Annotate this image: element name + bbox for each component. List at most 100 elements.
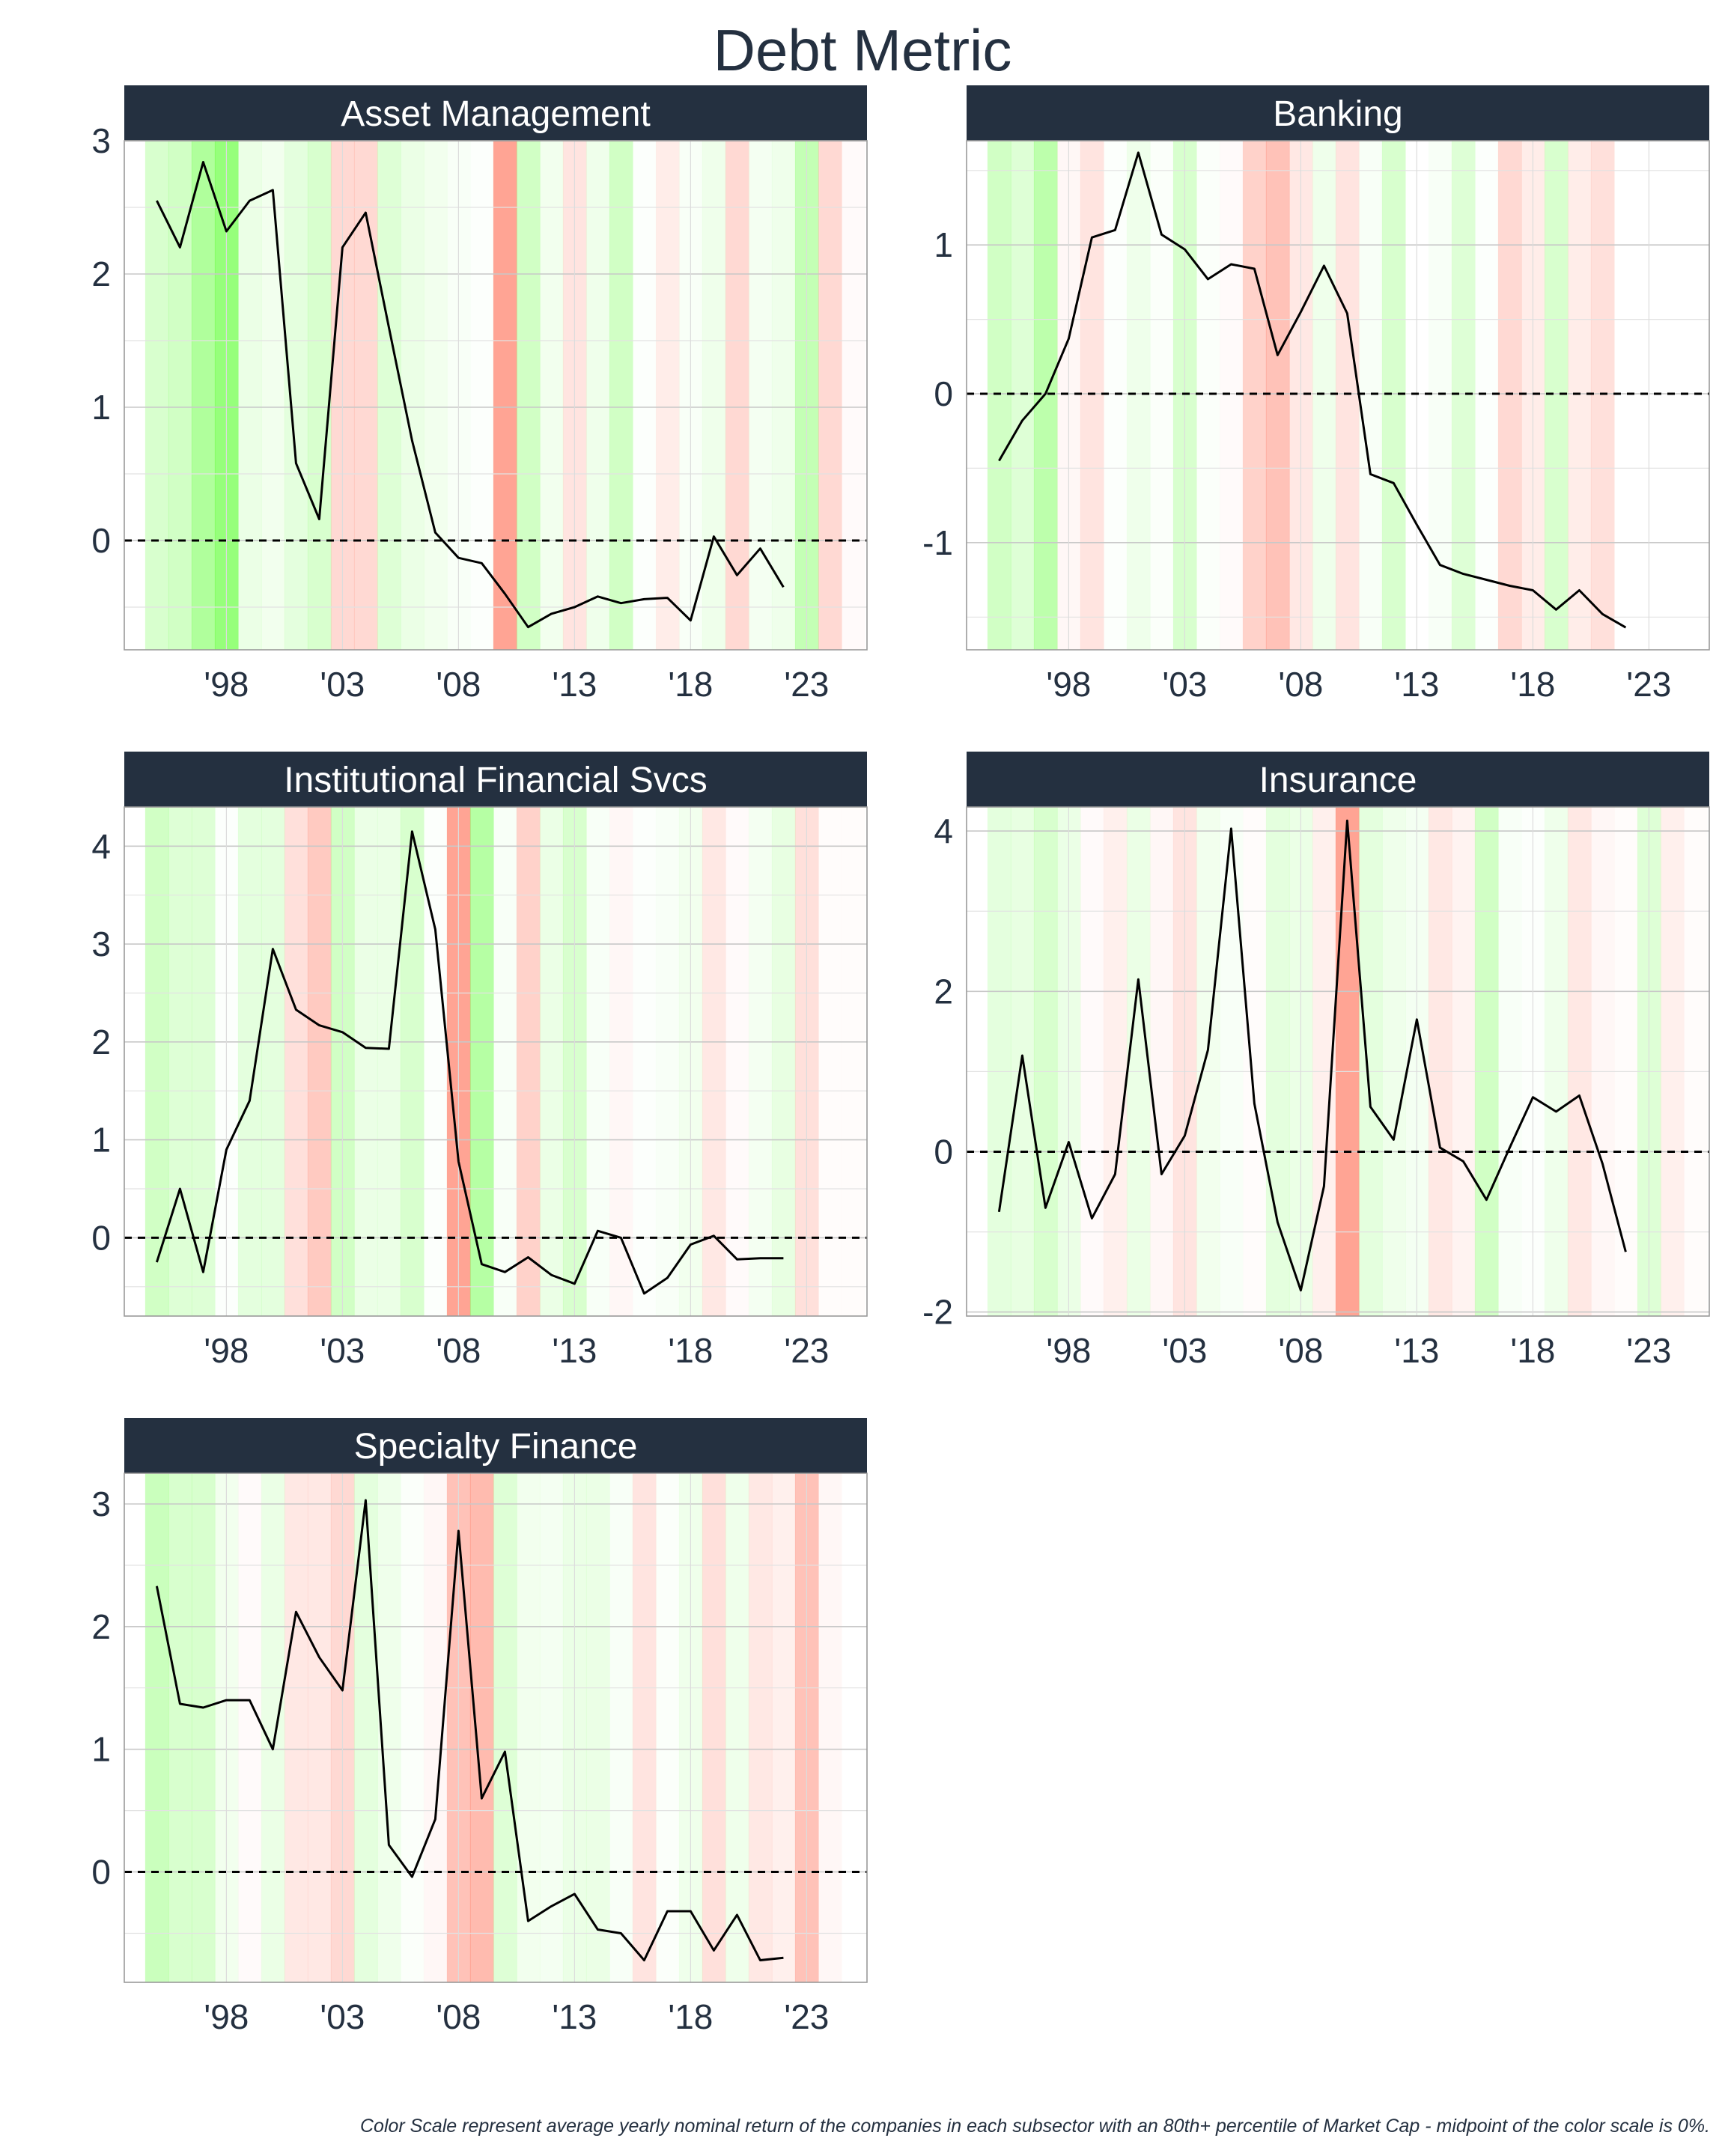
x-tick-label: '18 (1510, 1331, 1555, 1370)
x-tick-label: '98 (1046, 1331, 1091, 1370)
return-band (1220, 807, 1244, 1316)
panel-header (967, 85, 1709, 141)
x-tick-label: '98 (1046, 665, 1091, 704)
x-tick-label: '08 (436, 1997, 481, 2036)
y-tick-label: 3 (91, 121, 111, 160)
x-tick-label: '18 (668, 665, 713, 704)
panel-1: Asset Management 0 1 2 3 '98 '03 '08 '13 '18 '23 (91, 85, 868, 704)
y-tick-label: 2 (91, 255, 111, 293)
x-tick-label: '23 (784, 665, 829, 704)
return-band (818, 807, 842, 1316)
return-band (1451, 141, 1476, 650)
return-band (1033, 141, 1058, 650)
return-band (168, 141, 192, 650)
plot-area (124, 141, 867, 650)
return-band (632, 1473, 657, 1982)
return-band (771, 807, 796, 1316)
return-band (1567, 807, 1592, 1316)
plot-area (124, 1473, 867, 1982)
return-band (585, 1473, 610, 1982)
plot-area (967, 141, 1709, 650)
panel-title: Banking (1273, 94, 1402, 134)
return-band (191, 1473, 216, 1982)
return-band (1080, 807, 1104, 1316)
return-band (238, 1473, 262, 1982)
return-band (493, 141, 517, 650)
series-line (998, 151, 1627, 629)
x-tick-label: '03 (320, 665, 365, 704)
bands (987, 807, 1685, 1316)
x-tick-label: '23 (1626, 1331, 1671, 1370)
return-band (307, 807, 332, 1316)
return-band (725, 1473, 749, 1982)
y-tick-label: 1 (91, 1121, 111, 1160)
x-tick-label: '98 (204, 1997, 249, 2036)
return-band (702, 807, 726, 1316)
return-band (261, 1473, 285, 1982)
return-band (1196, 807, 1220, 1316)
return-band (1498, 807, 1522, 1316)
return-band (1497, 141, 1522, 650)
y-tick-label: -1 (922, 523, 953, 562)
return-band (655, 141, 680, 650)
return-band (493, 807, 517, 1316)
y-tick-label: 0 (91, 521, 111, 560)
x-tick-label: '03 (1162, 1331, 1207, 1370)
x-tick-label: '18 (1510, 665, 1555, 704)
return-band (424, 1473, 448, 1982)
return-band (818, 1473, 842, 1982)
return-band (842, 141, 865, 650)
return-band (585, 141, 610, 650)
panel-4: Insurance -2 0 2 4 '98 '03 '08 '13 '18 '23 (922, 752, 1710, 1370)
return-band (987, 807, 1011, 1316)
return-band (987, 141, 1011, 650)
x-tick-label: '98 (204, 665, 249, 704)
return-band (748, 141, 773, 650)
panel-3: Institutional Financial Svcs 0 1 2 3 4 '98 '03 '… (91, 752, 868, 1370)
return-band (1335, 141, 1360, 650)
return-band (493, 1473, 517, 1982)
return-band (1591, 807, 1615, 1316)
x-tick-label: '23 (784, 1331, 829, 1370)
return-band (237, 141, 262, 650)
y-tick-label: 3 (91, 925, 111, 963)
return-band (377, 807, 401, 1316)
return-band (1567, 141, 1592, 650)
return-band (1544, 807, 1569, 1316)
return-band (516, 141, 541, 650)
return-band (284, 1473, 308, 1982)
x-tick-label: '13 (1394, 1331, 1439, 1370)
y-tick-label: 0 (934, 374, 953, 413)
x-tick-label: '13 (552, 1331, 597, 1370)
return-band (423, 141, 448, 650)
plot-border (966, 806, 1710, 1317)
x-tick-label: '13 (1394, 665, 1439, 704)
return-band (1243, 807, 1267, 1316)
return-band (633, 807, 657, 1316)
panel-title: Specialty Finance (354, 1427, 638, 1467)
return-band (261, 807, 285, 1316)
return-band (1359, 141, 1383, 650)
y-tick-label: -2 (922, 1293, 953, 1332)
return-band (284, 807, 308, 1316)
return-band (656, 1473, 680, 1982)
y-tick-label: 1 (91, 1730, 111, 1769)
return-band (516, 1473, 541, 1982)
return-band (1312, 141, 1336, 650)
return-band (1033, 807, 1058, 1316)
return-band (353, 807, 378, 1316)
y-tick-label: 2 (934, 972, 953, 1011)
panel-header (967, 752, 1709, 807)
y-tick-label: 0 (91, 1853, 111, 1892)
return-band (424, 807, 448, 1316)
x-tick-label: '08 (436, 1331, 481, 1370)
return-band (1010, 141, 1035, 650)
panel-5: Specialty Finance 0 1 2 3 '98 '03 '08 '13 '18 '23 (91, 1418, 868, 2036)
panel-header (124, 752, 867, 807)
y-tick-label: 4 (934, 811, 953, 850)
bands (144, 1473, 842, 1982)
return-band (469, 807, 494, 1316)
x-tick-label: '03 (1162, 665, 1207, 704)
x-tick-label: '18 (668, 1997, 713, 2036)
return-band (1429, 141, 1452, 650)
